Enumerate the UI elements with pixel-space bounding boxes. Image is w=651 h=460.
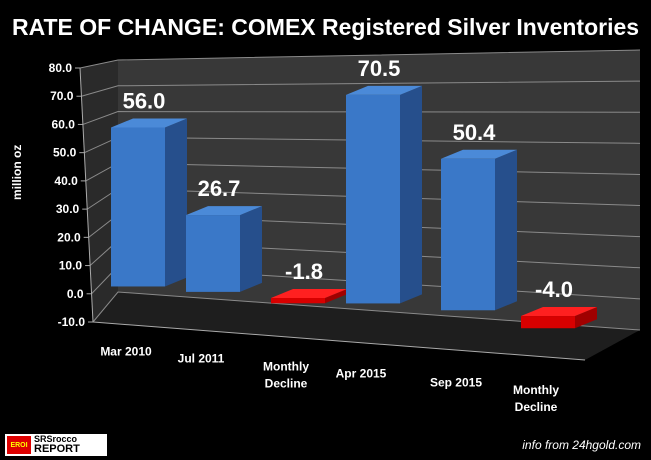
data-label: 50.4 [453, 120, 497, 145]
bar-top [271, 289, 347, 299]
x-tick-label: Monthly [263, 359, 309, 373]
y-axis-line [79, 67, 94, 323]
bar-side [165, 118, 187, 287]
chart-title: RATE OF CHANGE: COMEX Registered Silver … [11, 14, 640, 40]
bar-top [186, 206, 262, 216]
srsrocco-logo: EROI SRSrocco REPORT [5, 434, 107, 456]
bar-top [521, 307, 597, 317]
bar [346, 94, 400, 304]
y-tick-label: 50.0 [53, 146, 77, 160]
data-label: -1.8 [285, 259, 323, 284]
gridline [79, 49, 641, 69]
bar [441, 158, 495, 311]
y-tick-label: -10.0 [58, 315, 86, 329]
source-note: info from 24hgold.com [522, 438, 641, 452]
x-tick-label: Monthly [513, 383, 559, 397]
y-tick-label: 80.0 [49, 61, 73, 75]
bar [111, 127, 165, 287]
bar-side [575, 307, 597, 329]
bar-side [325, 289, 347, 304]
logo-mark-icon: EROI [7, 436, 31, 454]
data-label: 70.5 [358, 56, 401, 81]
x-tick-label: Mar 2010 [100, 344, 152, 358]
x-tick-label: Jul 2011 [178, 351, 225, 365]
bar [271, 298, 325, 304]
floor [93, 292, 640, 360]
x-tick-label: Decline [515, 400, 558, 414]
x-axis-line [92, 321, 586, 361]
x-tick-label: Decline [265, 376, 308, 390]
gridline [81, 80, 641, 97]
gridline [82, 111, 641, 125]
data-label: -4.0 [535, 277, 573, 302]
bar-top [111, 118, 187, 128]
side-wall [80, 60, 118, 322]
bar-side [240, 206, 262, 292]
y-tick-label: 0.0 [67, 287, 84, 301]
bar-top [346, 85, 422, 95]
y-tick-label: 30.0 [56, 202, 80, 216]
data-label: 26.7 [198, 176, 241, 201]
y-tick-label: 40.0 [54, 174, 78, 188]
bar-side [495, 149, 517, 311]
bar [186, 215, 240, 292]
y-tick-label: 10.0 [59, 259, 83, 273]
x-tick-label: Sep 2015 [430, 375, 482, 389]
bar [521, 316, 575, 329]
bar-top [441, 149, 517, 159]
y-tick-label: 70.0 [50, 89, 74, 103]
x-tick-label: Apr 2015 [336, 366, 387, 380]
y-tick-label: 60.0 [52, 117, 76, 131]
y-tick-label: 20.0 [57, 230, 81, 244]
bar-side [400, 85, 422, 304]
gridline [92, 291, 641, 331]
data-label: 56.0 [123, 88, 166, 113]
